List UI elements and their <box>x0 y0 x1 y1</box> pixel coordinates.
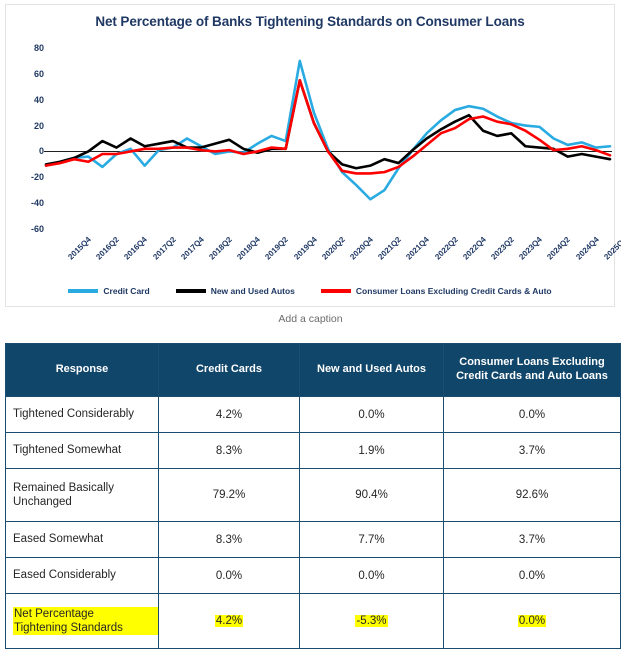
table-row: Eased Somewhat 8.3% 7.7% 3.7% <box>5 521 621 558</box>
cell-consumer-loans-excluding: 0.0% <box>443 557 621 594</box>
cell-new-and-used-autos: 90.4% <box>299 468 444 522</box>
series-line <box>44 79 612 175</box>
cell-response-line: Remained Basically <box>13 481 114 494</box>
y-tick-label: -40 <box>30 198 44 209</box>
highlighted-value: 0.0% <box>517 615 547 627</box>
cell-response-line: Unchanged <box>13 496 72 508</box>
header-credit-cards: Credit Cards <box>158 343 300 397</box>
table-row: Eased Considerably 0.0% 0.0% 0.0% <box>5 557 621 594</box>
cell-new-and-used-autos: 7.7% <box>299 521 444 558</box>
y-tick-label: -20 <box>30 172 44 183</box>
highlighted-value: 4.2% <box>214 615 244 627</box>
screenshot-root: Net Percentage of Banks Tightening Stand… <box>5 4 621 649</box>
cell-response-line: Tightening Standards <box>13 621 158 636</box>
cell-response: Net Percentage Tightening Standards <box>5 593 159 649</box>
cell-response: Tightened Considerably <box>5 396 159 433</box>
header-response: Response <box>5 343 159 397</box>
cell-response: Eased Considerably <box>5 557 159 594</box>
cell-credit-cards: 4.2% <box>158 593 300 649</box>
table-row: Tightened Somewhat 8.3% 1.9% 3.7% <box>5 432 621 469</box>
y-tick-label: 40 <box>33 94 44 105</box>
cell-response: Tightened Somewhat <box>5 432 159 469</box>
cell-response-line: Net Percentage <box>13 606 158 621</box>
header-consumer-loans-excluding: Consumer Loans Excluding Credit Cards an… <box>443 343 621 397</box>
chart-legend: Credit Card New and Used Autos Consumer Lo… <box>6 286 614 296</box>
y-axis-tick-labels: 80 60 40 20 0 -20 -40 -60 <box>20 5 44 306</box>
table-header-row: Response Credit Cards New and Used Autos… <box>5 343 621 397</box>
data-table-wrapper: Response Credit Cards New and Used Autos… <box>5 343 621 649</box>
y-tick-label: 80 <box>33 43 44 53</box>
cell-response: Eased Somewhat <box>5 521 159 558</box>
table-head: Response Credit Cards New and Used Autos… <box>5 343 621 397</box>
cell-credit-cards: 79.2% <box>158 468 300 522</box>
y-tick-label: 0 <box>38 146 44 157</box>
table-row: Remained Basically Unchanged 79.2% 90.4% 92.… <box>5 468 621 522</box>
cell-response: Remained Basically Unchanged <box>5 468 159 522</box>
cell-consumer-loans-excluding: 0.0% <box>443 396 621 433</box>
cell-consumer-loans-excluding: 92.6% <box>443 468 621 522</box>
cell-credit-cards: 0.0% <box>158 557 300 594</box>
legend-item[interactable]: Credit Card <box>68 286 150 296</box>
table-row: Tightened Considerably 4.2% 0.0% 0.0% <box>5 396 621 433</box>
table-row: Net Percentage Tightening Standards 4.2% -5… <box>5 593 621 649</box>
header-new-and-used-autos: New and Used Autos <box>299 343 444 397</box>
survey-response-table: Response Credit Cards New and Used Autos… <box>5 343 621 649</box>
highlighted-value: -5.3% <box>355 615 388 627</box>
y-tick-label: -60 <box>30 224 44 234</box>
cell-consumer-loans-excluding: 0.0% <box>443 593 621 649</box>
cell-new-and-used-autos: 0.0% <box>299 396 444 433</box>
cell-consumer-loans-excluding: 3.7% <box>443 432 621 469</box>
legend-label: Consumer Loans Excluding Credit Cards & … <box>355 286 552 296</box>
cell-new-and-used-autos: 1.9% <box>299 432 444 469</box>
y-tick-label: 20 <box>33 120 44 131</box>
legend-label: New and Used Autos <box>210 286 295 296</box>
cell-new-and-used-autos: 0.0% <box>299 557 444 594</box>
chart-panel: Net Percentage of Banks Tightening Stand… <box>5 4 621 307</box>
legend-label: Credit Card <box>103 286 150 296</box>
legend-color-swatch <box>175 289 206 293</box>
cell-consumer-loans-excluding: 3.7% <box>443 521 621 558</box>
cell-credit-cards: 8.3% <box>158 521 300 558</box>
legend-item[interactable]: New and Used Autos <box>175 286 295 296</box>
chart-lines <box>44 59 612 201</box>
cell-credit-cards: 4.2% <box>158 396 300 433</box>
legend-color-swatch <box>320 289 351 293</box>
cell-credit-cards: 8.3% <box>158 432 300 469</box>
chart-plot-area: 80 60 40 20 0 -20 -40 -60 2015Q4 2016Q2 2016Q4 201… <box>6 5 621 306</box>
legend-item[interactable]: Consumer Loans Excluding Credit Cards & … <box>320 286 552 296</box>
table-body: Tightened Considerably 4.2% 0.0% 0.0% Tighte… <box>5 396 621 649</box>
y-tick-label: 60 <box>33 68 44 79</box>
cell-new-and-used-autos: -5.3% <box>299 593 444 649</box>
legend-color-swatch <box>68 289 99 293</box>
chart-title: Net Percentage of Banks Tightening Stand… <box>95 14 525 29</box>
caption-placeholder[interactable]: Add a caption <box>278 313 343 325</box>
